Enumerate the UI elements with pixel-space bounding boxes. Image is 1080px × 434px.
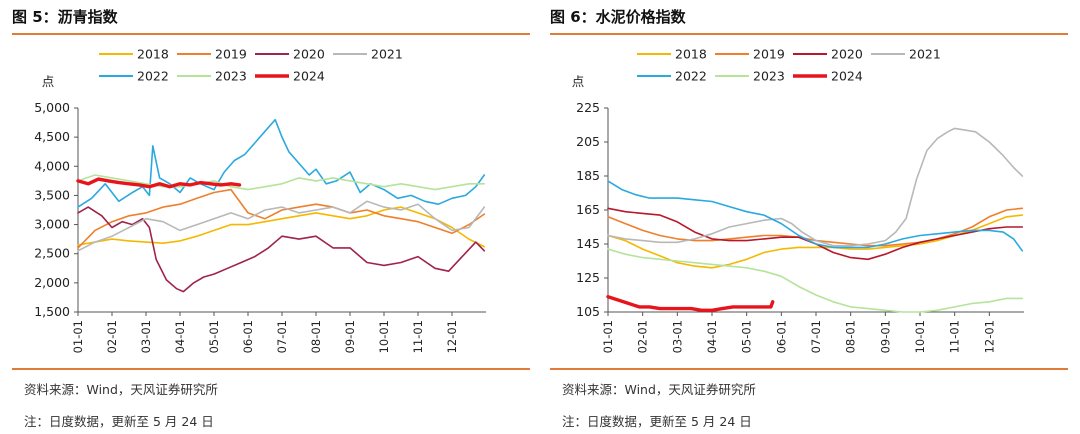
legend-label-2020: 2020 (293, 47, 325, 62)
x-tick-label: 07-01 (275, 320, 289, 353)
y-tick-label: 225 (576, 100, 600, 115)
series-line-2023 (607, 248, 1024, 313)
x-tick-label: 12-01 (982, 320, 996, 353)
update-note: 注：日度数据，更新至 5 月 24 日 (562, 414, 752, 429)
legend-label-2018: 2018 (137, 47, 169, 62)
x-tick-label: 04-01 (173, 320, 187, 353)
series-line-2018 (77, 206, 486, 248)
legend-label-2018: 2018 (675, 47, 707, 62)
x-tick-label: 09-01 (343, 320, 357, 353)
y-tick-label: 105 (576, 304, 600, 319)
x-tick-label: 05-01 (207, 320, 221, 353)
legend-label-2024: 2024 (293, 69, 325, 84)
x-tick-label: 02-01 (636, 320, 650, 353)
legend: 2018 2019 2020 2021 2022 2023 2024 (637, 47, 941, 84)
legend-label-2022: 2022 (675, 69, 707, 84)
y-axis-unit-label: 点 (42, 74, 55, 89)
footer-divider (12, 368, 530, 370)
series-line-2024 (606, 295, 775, 312)
source-note: 资料来源：Wind，天风证券研究所 (24, 382, 218, 397)
series-line-2021 (77, 200, 486, 252)
x-tick-label: 03-01 (670, 320, 684, 353)
legend: 2018 2019 2020 2021 2022 2023 2024 (99, 47, 403, 84)
x-tick-label: 07-01 (809, 320, 823, 353)
series-line-2023 (77, 174, 486, 191)
x-tick-label: 04-01 (705, 320, 719, 353)
y-tick-label: 4,000 (34, 158, 70, 173)
asphalt-index-chart: 1,500 2,000 2,500 3,000 3,500 4,000 4,500 5,000… (34, 47, 486, 353)
series-line-2019 (77, 188, 486, 249)
y-tick-label: 165 (576, 202, 600, 217)
x-tick-label: 01-01 (601, 320, 615, 353)
y-tick-label: 185 (576, 168, 600, 183)
y-tick-label: 5,000 (34, 100, 70, 115)
x-tick-label: 01-01 (71, 320, 85, 353)
y-axis-unit-label: 点 (572, 74, 585, 89)
legend-label-2022: 2022 (137, 69, 169, 84)
legend-label-2019: 2019 (215, 47, 247, 62)
y-tick-label: 4,500 (34, 129, 70, 144)
x-tick-label: 10-01 (377, 320, 391, 353)
series-line-2022 (607, 180, 1024, 252)
y-tick-label: 145 (576, 236, 600, 251)
y-tick-label: 1,500 (34, 304, 70, 319)
y-tick-label: 125 (576, 270, 600, 285)
footer-divider (550, 368, 1068, 370)
x-tick-label: 12-01 (445, 320, 459, 353)
series-line-2020 (607, 207, 1024, 261)
legend-label-2019: 2019 (753, 47, 785, 62)
series-line-2021 (607, 127, 1024, 247)
source-note: 资料来源：Wind，天风证券研究所 (562, 382, 756, 397)
update-note: 注：日度数据，更新至 5 月 24 日 (24, 414, 214, 429)
legend-label-2023: 2023 (753, 69, 785, 84)
figure-title: 图 5：沥青指数 (12, 8, 118, 26)
legend-label-2024: 2024 (831, 69, 863, 84)
x-tick-label: 03-01 (139, 320, 153, 353)
cement-price-index-chart: 105 125 145 165 185 205 225 点 01-01 02-01 03-01 04-… (572, 47, 1024, 353)
x-tick-label: 09-01 (878, 320, 892, 353)
x-tick-label: 06-01 (241, 320, 255, 353)
y-tick-label: 2,000 (34, 275, 70, 290)
x-tick-label: 08-01 (309, 320, 323, 353)
x-tick-label: 11-01 (411, 320, 425, 353)
x-tick-label: 05-01 (740, 320, 754, 353)
series-line-2020 (77, 206, 486, 293)
series-line-2022 (77, 118, 486, 208)
legend-label-2021: 2021 (371, 47, 403, 62)
title-divider (550, 33, 1068, 35)
legend-label-2020: 2020 (831, 47, 863, 62)
x-tick-label: 10-01 (913, 320, 927, 353)
series-line-2024 (76, 177, 242, 189)
y-tick-label: 205 (576, 134, 600, 149)
x-tick-label: 02-01 (105, 320, 119, 353)
panel-asphalt-index: 图 5：沥青指数 1,500 2,000 2,500 3,000 3,500 4,000 4… (12, 0, 542, 434)
title-divider (12, 33, 530, 35)
x-tick-label: 11-01 (948, 320, 962, 353)
panel-cement-price-index: 图 6：水泥价格指数 105 125 145 165 185 205 225 点 01-01 02… (550, 0, 1080, 434)
x-tick-label: 06-01 (774, 320, 788, 353)
y-tick-label: 3,000 (34, 217, 70, 232)
y-tick-label: 3,500 (34, 187, 70, 202)
legend-label-2021: 2021 (909, 47, 941, 62)
figure-title: 图 6：水泥价格指数 (550, 8, 686, 26)
legend-label-2023: 2023 (215, 69, 247, 84)
x-tick-label: 08-01 (844, 320, 858, 353)
y-tick-label: 2,500 (34, 246, 70, 261)
